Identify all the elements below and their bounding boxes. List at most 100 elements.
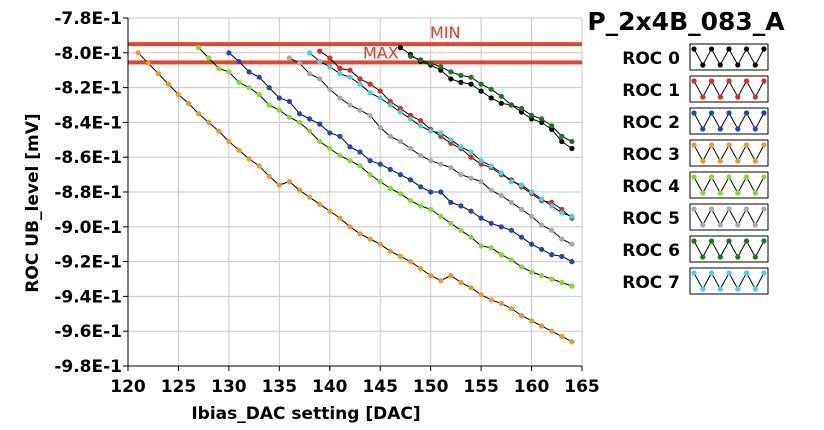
y-tick-label: -9.4E-1	[54, 287, 122, 307]
data-point	[559, 133, 565, 139]
data-point	[296, 187, 303, 193]
data-point	[226, 50, 232, 56]
legend-swatch-marker	[726, 174, 732, 180]
data-point	[539, 272, 545, 279]
data-point	[387, 166, 393, 172]
data-point	[539, 116, 545, 122]
legend: ROC 0 ROC 1 ROC 2 ROC 3 ROC 4 ROC 5 ROC 6 ROC 7	[604, 42, 778, 298]
axes	[127, 18, 582, 367]
series-4	[196, 45, 575, 289]
data-point	[549, 276, 555, 282]
data-point	[478, 243, 484, 249]
data-point	[317, 201, 323, 207]
data-point	[307, 71, 313, 77]
data-point	[296, 60, 303, 66]
x-tick-label: 155	[463, 377, 499, 397]
data-point	[569, 241, 575, 247]
legend-swatch-marker	[691, 238, 697, 244]
data-point	[428, 128, 434, 134]
legend-swatch-marker	[752, 222, 758, 228]
data-point	[357, 149, 363, 155]
data-point	[226, 69, 232, 75]
data-point	[367, 90, 373, 96]
data-point	[276, 107, 282, 113]
y-tick-label: -9.2E-1	[54, 253, 122, 273]
legend-swatch-marker	[708, 78, 715, 84]
legend-label: ROC 3	[622, 145, 680, 165]
x-axis-label: Ibias_DAC setting [DAC]	[191, 404, 420, 424]
data-point	[296, 111, 303, 117]
data-point	[458, 172, 464, 178]
data-point	[307, 50, 313, 56]
legend-label: ROC 1	[622, 81, 680, 101]
data-point	[407, 116, 414, 122]
legend-swatch-marker	[735, 286, 741, 292]
data-point	[327, 208, 333, 214]
data-point	[468, 74, 474, 80]
legend-swatch-marker	[691, 206, 697, 212]
legend-swatch-marker	[717, 190, 723, 196]
legend-swatch-marker	[735, 158, 741, 164]
legend-swatch-marker	[761, 270, 767, 276]
x-tick-label: 120	[110, 377, 146, 397]
series-7	[307, 50, 575, 219]
data-point	[508, 102, 514, 108]
legend-swatch-marker	[700, 222, 706, 228]
data-point	[418, 203, 424, 209]
data-point	[498, 224, 504, 230]
data-point	[317, 121, 323, 127]
legend-swatch-marker	[752, 254, 758, 260]
data-point	[357, 76, 363, 82]
legend-swatch-marker	[700, 286, 706, 292]
data-point	[488, 245, 494, 251]
legend-swatch-marker	[743, 238, 750, 244]
legend-swatch-marker	[708, 206, 715, 212]
data-point	[236, 58, 242, 65]
data-point	[397, 45, 403, 51]
data-point	[296, 119, 303, 125]
data-point	[327, 86, 333, 92]
data-point	[387, 248, 393, 254]
data-point	[559, 138, 565, 145]
data-point	[559, 253, 565, 259]
data-point	[246, 156, 252, 162]
data-point	[478, 179, 484, 185]
x-tick-label: 125	[161, 377, 197, 397]
data-point	[559, 236, 565, 242]
data-point	[407, 259, 414, 265]
data-point	[236, 147, 242, 153]
data-point	[216, 128, 222, 134]
data-point	[246, 69, 252, 75]
data-point	[428, 206, 434, 212]
data-point	[559, 279, 565, 286]
data-point	[357, 231, 363, 237]
data-point	[448, 165, 454, 171]
data-point	[286, 98, 292, 105]
data-point	[549, 252, 555, 258]
legend-swatch-marker	[761, 142, 767, 148]
data-point	[337, 152, 343, 159]
data-point	[498, 252, 504, 258]
data-point	[458, 79, 464, 85]
data-point	[418, 118, 424, 124]
data-point	[569, 213, 575, 219]
x-tick-label: 140	[312, 377, 348, 397]
legend-swatch-marker	[700, 94, 706, 100]
data-point	[428, 272, 434, 279]
data-point	[498, 93, 504, 99]
data-point	[347, 224, 353, 230]
data-point	[407, 198, 414, 204]
legend-swatch-marker	[691, 142, 697, 148]
legend-swatch-marker	[717, 94, 723, 100]
data-point	[266, 173, 272, 179]
data-point	[367, 236, 373, 242]
data-point	[307, 116, 313, 122]
data-point	[377, 125, 383, 131]
legend-swatch-marker	[700, 158, 706, 164]
data-point	[569, 339, 575, 345]
chart-title: P_2x4B_083_A	[587, 7, 785, 36]
legend-swatch-marker	[735, 126, 741, 132]
x-tick-label: 165	[564, 377, 600, 397]
data-point	[367, 172, 373, 178]
data-point	[458, 144, 464, 150]
